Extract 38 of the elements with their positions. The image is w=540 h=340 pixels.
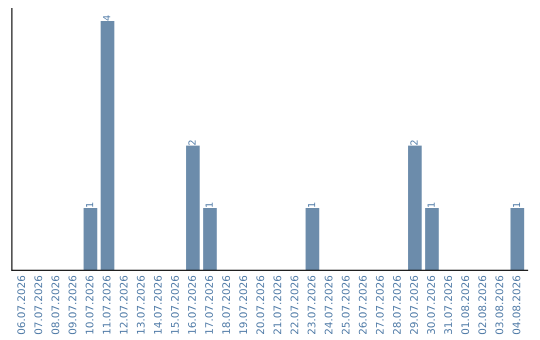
- data-label: 2: [410, 140, 418, 145]
- x-tick-label: 23.07.2026: [308, 276, 316, 334]
- x-tick-label: 22.07.2026: [290, 276, 298, 334]
- x-tick-label: 13.07.2026: [136, 276, 145, 334]
- x-tick-label: 24.07.2026: [324, 276, 333, 334]
- x-tick-label: 21.07.2026: [273, 276, 282, 334]
- x-tick-label: 28.07.2026: [392, 276, 401, 334]
- x-tick-label: 19.07.2026: [239, 276, 248, 334]
- x-tick-label: 10.07.2026: [86, 276, 94, 334]
- x-tick-label: 11.07.2026: [102, 276, 111, 334]
- x-tick-label: 09.07.2026: [68, 276, 76, 334]
- x-tick-label: 02.08.2026: [478, 276, 486, 334]
- data-label: 1: [428, 202, 435, 207]
- x-tick-label: 03.08.2026: [495, 276, 504, 334]
- data-label: 1: [308, 202, 316, 207]
- x-tick-label: 17.07.2026: [205, 276, 213, 334]
- x-tick-label: 14.07.2026: [154, 276, 162, 334]
- x-tick-label: 18.07.2026: [222, 276, 230, 334]
- data-label: 1: [86, 202, 94, 207]
- x-tick-label: 01.08.2026: [461, 276, 470, 334]
- x-tick-label: 29.07.2026: [410, 276, 418, 334]
- x-tick-label: 20.07.2026: [256, 276, 264, 334]
- x-tick-label: 08.07.2026: [51, 276, 60, 334]
- data-label: 2: [188, 140, 196, 145]
- x-tick-label: 27.07.2026: [376, 276, 384, 334]
- x-tick-label: 30.07.2026: [427, 276, 435, 334]
- x-tick-label: 04.08.2026: [512, 276, 520, 334]
- x-tick-label: 06.07.2026: [17, 276, 26, 334]
- x-tick-label: 16.07.2026: [188, 276, 196, 334]
- x-tick-label: 07.07.2026: [34, 276, 42, 334]
- data-label: 4: [103, 15, 110, 20]
- x-tick-label: 25.07.2026: [342, 276, 350, 334]
- x-tick-label: 15.07.2026: [170, 276, 179, 334]
- data-label: 1: [206, 202, 213, 207]
- x-tick-label: 12.07.2026: [120, 276, 128, 334]
- data-label: 1: [512, 202, 520, 207]
- x-tick-label: 31.07.2026: [444, 276, 452, 334]
- x-tick-label: 26.07.2026: [358, 276, 367, 334]
